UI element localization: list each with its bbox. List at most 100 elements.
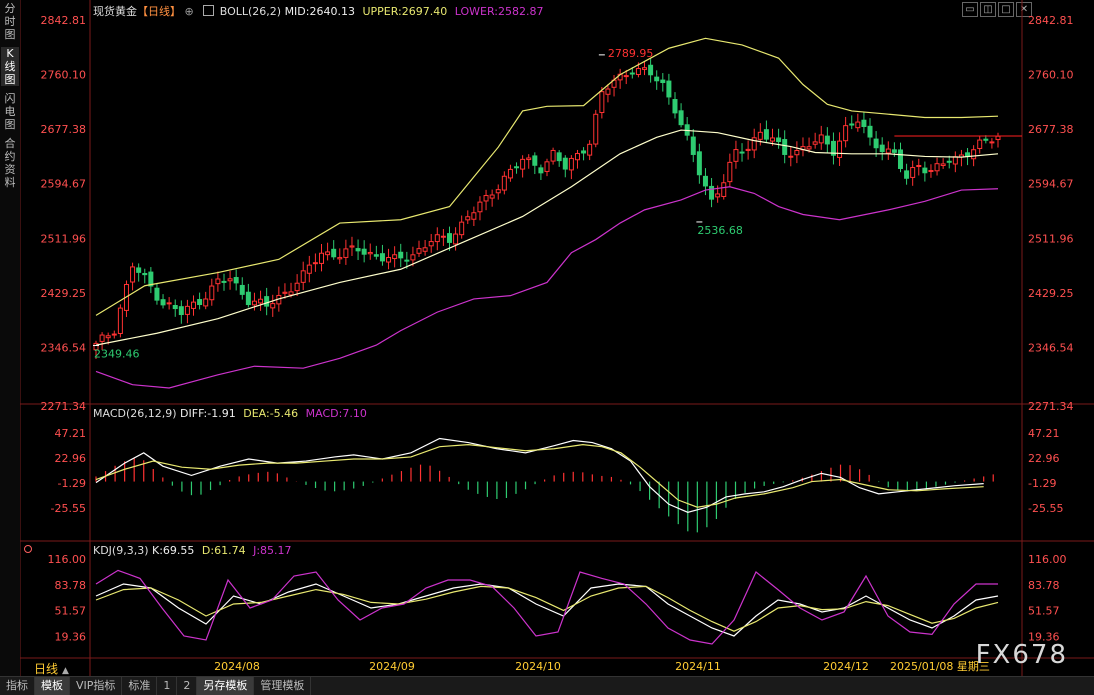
- candle-body: [574, 153, 580, 161]
- toolbar-manage-template[interactable]: 管理模板: [254, 677, 312, 695]
- toolbar-template[interactable]: 模板: [35, 677, 70, 695]
- chart-canvas[interactable]: 2789.95 2536.68 2349.46 2842.81 2842.81 2760…: [0, 0, 1094, 676]
- candle-body: [373, 254, 379, 257]
- candle-body: [489, 194, 495, 199]
- restore-icon[interactable]: ◫: [980, 2, 996, 17]
- candle-body: [294, 282, 300, 292]
- candle-body: [861, 119, 867, 128]
- candle-body: [818, 134, 824, 144]
- boll-mid-line: [95, 129, 999, 346]
- add-circle-icon[interactable]: ⊕: [184, 5, 194, 18]
- kdj-tick-right: 19.36: [1028, 631, 1060, 644]
- candle-body: [251, 300, 257, 306]
- candle-body: [404, 259, 410, 262]
- candle-body: [721, 182, 727, 197]
- candle-body: [709, 185, 715, 200]
- sidebar-tab-kline[interactable]: K线图: [1, 47, 19, 86]
- candle-body: [99, 334, 105, 342]
- candle-body: [514, 166, 520, 169]
- maximize-icon[interactable]: □: [998, 2, 1014, 17]
- candle-body: [191, 301, 197, 309]
- candle-body: [696, 151, 702, 176]
- candle-body: [715, 193, 721, 198]
- period-selector[interactable]: 日线 ▲: [34, 660, 69, 677]
- kdj-k-line: [95, 583, 999, 637]
- candle-body: [989, 141, 995, 144]
- macd-diff-line: [95, 437, 984, 513]
- toolbar-2[interactable]: 2: [177, 677, 198, 695]
- candle-body: [166, 302, 172, 305]
- candle-body: [855, 121, 861, 129]
- candle-body: [111, 333, 117, 336]
- macd-tick-right: -25.55: [1028, 502, 1063, 515]
- candle-body: [763, 129, 769, 140]
- boll-lower: LOWER:2582.87: [454, 5, 544, 18]
- candle-body: [733, 149, 739, 162]
- candle-body: [428, 241, 434, 247]
- sidebar-tab-flash[interactable]: 闪电图: [4, 92, 16, 131]
- price-tick-right: 2511.96: [1028, 232, 1074, 245]
- macd-tick-right: 22.96: [1028, 452, 1060, 465]
- candle-body: [221, 280, 227, 283]
- toolbar-indicators[interactable]: 指标: [0, 677, 35, 695]
- candle-body: [319, 252, 324, 264]
- candle-body: [410, 254, 416, 261]
- kdj-tick-left: 116.00: [48, 553, 87, 566]
- candle-body: [526, 157, 532, 161]
- candle-body: [745, 148, 751, 151]
- candle-body: [891, 149, 897, 153]
- indicator-settings-icon[interactable]: [203, 5, 215, 16]
- close-icon[interactable]: ✕: [1016, 2, 1032, 17]
- candle-body: [440, 235, 446, 238]
- kdj-d-line: [95, 585, 999, 632]
- candle-body: [239, 284, 245, 295]
- macd-tick-left: 47.21: [55, 427, 87, 440]
- kdj-settings-icon[interactable]: [24, 545, 32, 553]
- price-tick-left: 2677.38: [41, 123, 87, 136]
- toolbar-1[interactable]: 1: [157, 677, 178, 695]
- candle-body: [184, 305, 190, 315]
- candle-body: [934, 163, 940, 172]
- candle-body: [398, 251, 404, 259]
- candle-body: [203, 298, 209, 307]
- candle-body: [739, 151, 745, 154]
- candle-body: [343, 248, 349, 258]
- price-annotation: 2349.46: [94, 347, 140, 360]
- candle-body: [331, 248, 337, 258]
- candle-body: [690, 136, 696, 155]
- macd-header: MACD(26,12,9) DIFF:-1.91 DEA:-5.46 MACD:…: [93, 407, 367, 420]
- boll-lower-line: [95, 186, 999, 389]
- date-label: 2024/10: [515, 660, 561, 673]
- date-label: 2024/08: [214, 660, 260, 673]
- candle-body: [824, 135, 830, 145]
- price-tick-right: 2429.25: [1028, 287, 1074, 300]
- candle-body: [471, 212, 477, 220]
- toolbar-save-template[interactable]: 另存模板: [197, 677, 255, 695]
- candle-body: [648, 64, 654, 76]
- candle-body: [654, 76, 660, 82]
- minimize-icon[interactable]: ▭: [962, 2, 978, 17]
- date-label: 2024/11: [675, 660, 721, 673]
- price-tick-right: 2842.81: [1028, 14, 1074, 27]
- candle-body: [93, 342, 99, 351]
- period-label: 【日线】: [137, 5, 181, 18]
- sidebar-tab-intraday[interactable]: 分时图: [4, 2, 16, 41]
- sidebar-tab-contract-info[interactable]: 合约资料: [4, 137, 16, 189]
- candle-body: [965, 152, 971, 157]
- candle-body: [337, 257, 343, 260]
- candle-body: [507, 168, 513, 179]
- candle-body: [782, 139, 788, 155]
- candle-body: [148, 271, 154, 287]
- candle-body: [660, 79, 666, 84]
- macd-tick-left: -1.29: [58, 477, 86, 490]
- price-tick-right: 2346.54: [1028, 341, 1074, 354]
- candle-body: [910, 167, 916, 178]
- candle-body: [605, 88, 611, 95]
- candle-body: [172, 305, 178, 310]
- toolbar-standard[interactable]: 标准: [122, 677, 158, 695]
- toolbar-vip-indicators[interactable]: VIP指标: [70, 677, 123, 695]
- candle-body: [837, 140, 843, 158]
- kdj-d: D:61.74: [201, 544, 246, 557]
- candle-body: [465, 216, 471, 221]
